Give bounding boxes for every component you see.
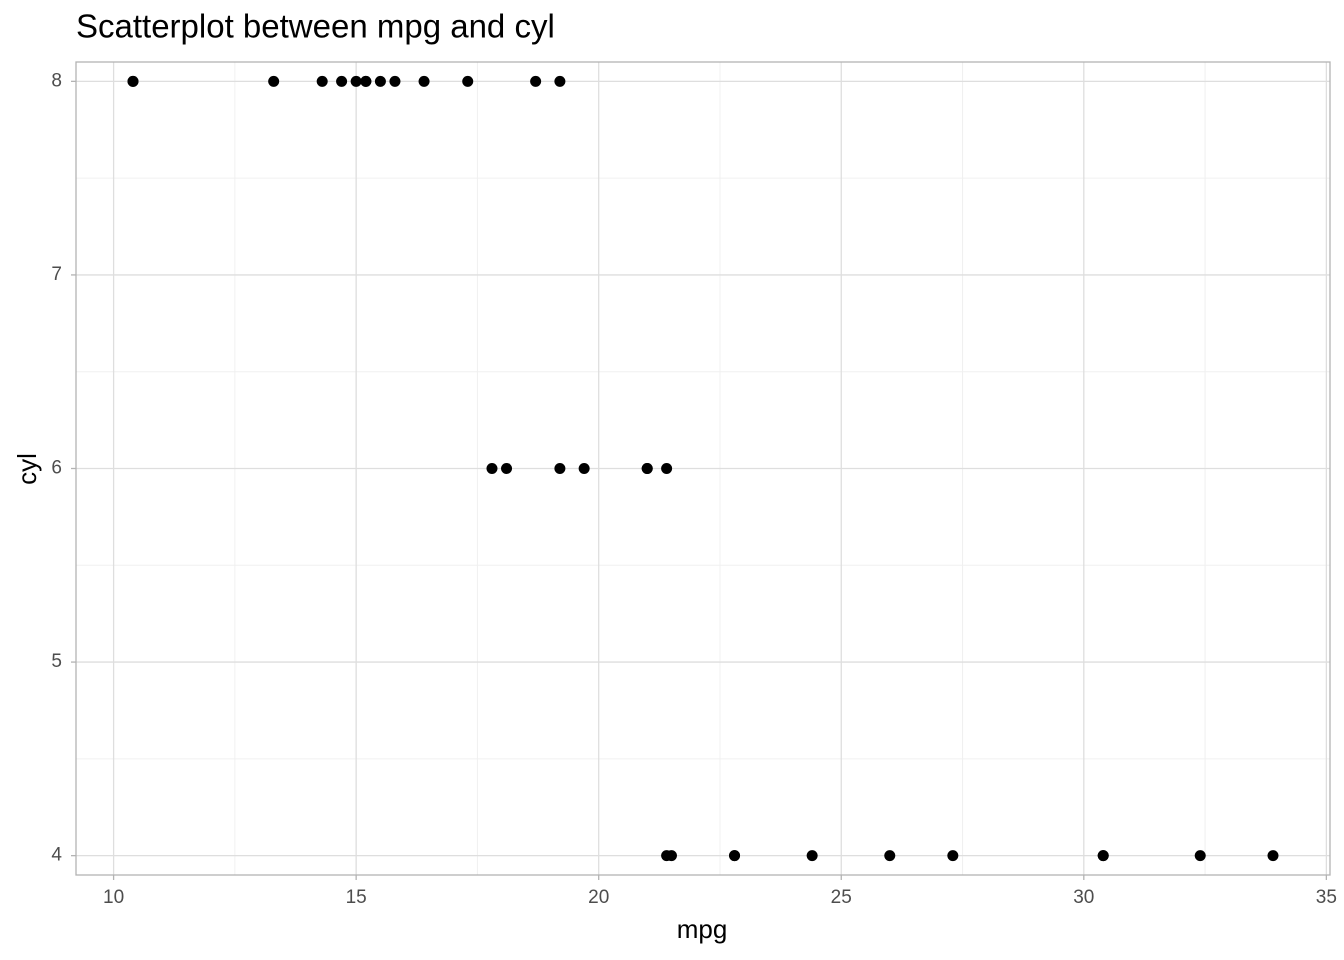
point — [554, 75, 566, 87]
x-tick-label: 10 — [103, 887, 124, 908]
x-tick-label: 15 — [346, 887, 367, 908]
point — [578, 463, 590, 474]
x-tick-label: 35 — [1316, 887, 1337, 908]
x-tick-label: 30 — [1073, 887, 1094, 908]
point — [806, 850, 818, 862]
point — [336, 75, 348, 87]
point — [554, 463, 566, 474]
point — [360, 75, 372, 87]
point — [389, 75, 401, 87]
point — [1194, 850, 1206, 862]
point — [661, 850, 673, 862]
point — [729, 850, 741, 862]
y-tick-label: 7 — [51, 264, 62, 285]
point — [374, 75, 386, 87]
point — [418, 75, 430, 87]
point — [530, 75, 542, 87]
y-tick-label: 4 — [51, 845, 62, 866]
point — [350, 75, 362, 87]
point — [486, 463, 498, 474]
x-tick-label: 20 — [588, 887, 609, 908]
chart-title: Scatterplot between mpg and cyl — [76, 8, 555, 45]
y-tick-label: 8 — [51, 70, 62, 91]
point — [947, 850, 959, 862]
x-tick-label: 25 — [831, 887, 852, 908]
y-tick-label: 6 — [51, 458, 62, 479]
point — [268, 75, 280, 87]
point — [501, 463, 513, 474]
point — [884, 850, 896, 862]
point — [1267, 850, 1279, 862]
y-tick-label: 5 — [51, 651, 62, 672]
panel-border — [75, 61, 1331, 876]
point — [661, 463, 673, 474]
point — [462, 75, 474, 87]
point — [641, 463, 653, 474]
point — [316, 75, 328, 87]
x-axis-title: mpg — [677, 914, 728, 944]
point — [127, 75, 139, 87]
point — [1097, 850, 1109, 862]
y-axis-title: cyl — [12, 453, 42, 485]
